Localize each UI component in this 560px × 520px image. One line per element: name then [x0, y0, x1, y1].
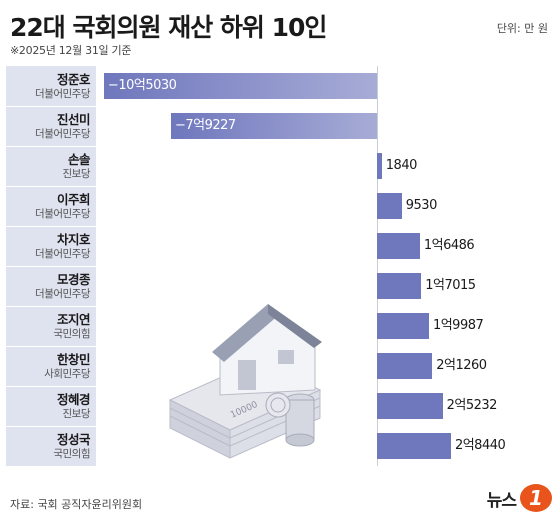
member-party: 진보당	[62, 167, 91, 180]
value-label: 2억1260	[436, 358, 487, 373]
member-label: 정혜경 진보당	[6, 386, 96, 426]
chart-title: 22대 국회의원 재산 하위 10인	[10, 13, 327, 42]
value-label: 1억6486	[423, 238, 475, 253]
value-label: −7억9227	[175, 118, 236, 133]
member-name: 이주희	[56, 191, 91, 207]
unit-label: 단위: 만 원	[496, 22, 548, 35]
row-divider	[6, 266, 96, 267]
row-divider	[6, 426, 96, 427]
member-name: 모경종	[56, 271, 91, 287]
value-label: 1840	[385, 158, 418, 173]
member-party: 사회민주당	[44, 367, 90, 380]
asset-bar	[377, 433, 451, 459]
row-divider	[6, 346, 96, 347]
logo-text: 뉴스	[486, 490, 517, 511]
zero-axis	[377, 66, 378, 466]
asset-bar	[377, 153, 382, 179]
asset-bar	[103, 73, 377, 99]
value-label: −10억5030	[107, 78, 177, 93]
member-name: 진선미	[56, 111, 91, 127]
row-divider	[6, 306, 96, 307]
asset-bar	[377, 193, 402, 219]
member-label: 조지연 국민의힘	[6, 306, 96, 346]
asset-bar	[171, 113, 377, 139]
asset-bar	[377, 273, 422, 299]
asset-bar	[377, 233, 420, 259]
member-name: 차지호	[56, 231, 91, 247]
member-name: 정성국	[56, 431, 91, 447]
member-label: 손솔 진보당	[6, 146, 96, 186]
coin-stack-icon	[265, 392, 315, 447]
value-label: 9530	[405, 198, 438, 213]
member-label: 정성국 국민의힘	[6, 426, 96, 466]
asset-bar	[377, 313, 429, 339]
member-party: 국민의힘	[53, 327, 90, 340]
member-label: 한창민 사회민주당	[6, 346, 96, 386]
chart-subtitle: ※2025년 12월 31일 기준	[10, 44, 132, 57]
member-party: 국민의힘	[53, 447, 90, 460]
member-name: 정준호	[56, 71, 91, 87]
member-label: 모경종 더불어민주당	[6, 266, 96, 306]
member-label: 차지호 더불어민주당	[6, 226, 96, 266]
member-party: 진보당	[62, 407, 91, 420]
member-name: 정혜경	[56, 391, 91, 407]
member-party: 더불어민주당	[35, 287, 90, 300]
member-party: 더불어민주당	[35, 87, 90, 100]
source-note: 자료: 국회 공직자윤리위원회	[10, 498, 143, 511]
member-party: 더불어민주당	[35, 247, 90, 260]
row-divider	[6, 226, 96, 227]
logo-mark-icon: 1	[520, 484, 552, 512]
member-label: 진선미 더불어민주당	[6, 106, 96, 146]
row-divider	[6, 186, 96, 187]
news1-logo: 뉴스 1	[487, 484, 552, 512]
member-label: 정준호 더불어민주당	[6, 66, 96, 106]
value-label: 1억9987	[432, 318, 484, 333]
member-name: 손솔	[67, 151, 91, 167]
house-money-illustration: 10000	[168, 304, 322, 459]
asset-bar	[377, 393, 443, 419]
value-label: 1억7015	[425, 278, 476, 293]
row-divider	[6, 386, 96, 387]
member-party: 더불어민주당	[35, 127, 90, 140]
value-label: 2억5232	[446, 398, 498, 413]
asset-bar	[377, 353, 433, 379]
member-name: 한창민	[56, 351, 91, 367]
house-icon	[212, 304, 322, 396]
member-label: 이주희 더불어민주당	[6, 186, 96, 226]
member-party: 더불어민주당	[35, 207, 90, 220]
value-label: 2억8440	[454, 438, 506, 453]
row-divider	[6, 106, 96, 107]
member-name: 조지연	[56, 311, 91, 327]
row-divider	[6, 146, 96, 147]
